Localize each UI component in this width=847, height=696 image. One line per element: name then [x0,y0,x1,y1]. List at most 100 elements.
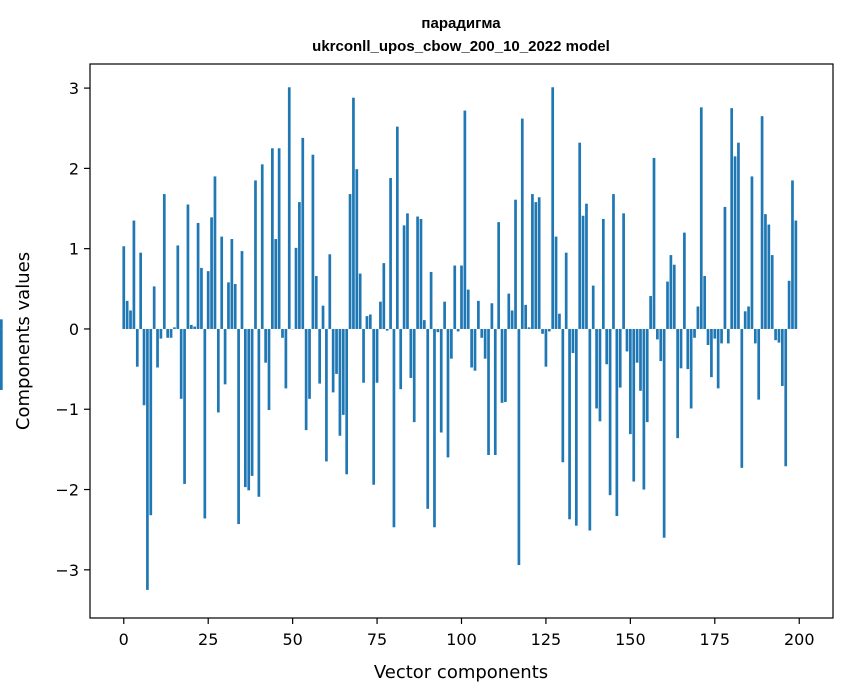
bar [629,328,632,435]
bar [480,328,484,338]
bar [237,328,240,525]
bar [716,328,720,389]
bar [240,251,244,329]
x-tick-label: 125 [531,630,562,649]
bar [588,328,592,531]
bar [406,213,409,329]
x-tick-label: 50 [282,630,302,649]
bar [122,246,126,329]
bar [196,222,200,329]
x-tick-label: 200 [784,630,815,649]
bar [409,328,413,378]
bar [260,164,264,329]
bar [770,255,774,329]
bar [753,328,757,344]
bar [402,225,406,329]
bar [524,304,528,329]
bar [372,328,376,485]
bar [436,328,440,333]
bar [389,178,392,329]
bar [642,328,646,490]
bar [595,328,598,409]
bar [193,326,197,329]
bar [794,220,798,329]
bar [250,328,254,476]
bar [507,293,511,329]
bar [554,236,558,329]
bar [598,328,602,422]
bar [348,194,352,329]
bar [767,224,771,329]
bar [547,328,551,332]
x-tick-label: 0 [119,630,129,649]
y-axis-ticks: −3 −2 −1 0 1 2 3 [55,79,90,580]
bar [527,327,531,329]
bar [517,328,521,566]
bar [277,148,281,329]
bar [730,108,734,329]
bar [223,328,227,385]
bar [561,328,565,463]
x-tick-label: 75 [367,630,387,649]
bar [426,328,430,509]
bar [656,328,659,340]
bar [314,275,318,329]
x-tick-label: 25 [198,630,218,649]
bar [142,328,146,406]
bar [493,328,497,456]
bar [392,328,396,528]
bar [385,328,389,331]
bar [453,265,457,329]
bar [439,328,443,433]
bar [149,328,153,516]
bar [558,313,561,329]
bar [162,194,166,329]
bar [743,311,747,329]
bar [791,180,794,329]
bar [531,194,534,329]
bar [777,328,781,343]
bar [321,305,325,329]
x-tick-label: 100 [446,630,477,649]
bar [723,206,727,329]
bar [460,265,463,329]
bar [179,328,183,399]
bar [544,328,548,367]
y-tick-label: 2 [69,159,79,178]
bar [686,328,690,370]
y-tick-label: −1 [55,400,79,419]
chart-title-line1: парадигма [421,15,501,32]
bar [301,137,305,329]
bar [679,328,683,369]
bar [639,328,642,391]
bar [230,239,234,329]
bar [338,328,342,436]
bar [757,328,761,400]
bar [450,328,453,359]
y-tick-label: 1 [69,240,79,259]
bar [747,306,750,329]
bar [139,252,143,329]
bar [152,286,156,329]
bar [537,197,541,329]
bar [355,169,359,329]
bar [649,296,652,329]
bar [375,328,379,383]
bar [774,328,777,341]
bar [189,324,193,329]
bar [328,254,332,329]
bar [622,213,625,329]
bar [487,328,490,456]
bar [470,328,473,368]
bar [463,110,467,329]
bar [135,328,139,367]
bar [520,118,524,329]
y-tick-label: 0 [69,320,79,339]
bar [368,314,372,329]
bar [125,300,129,329]
bar [169,328,173,338]
bar [186,204,190,329]
bar [281,328,284,338]
bars-group [0,87,798,590]
